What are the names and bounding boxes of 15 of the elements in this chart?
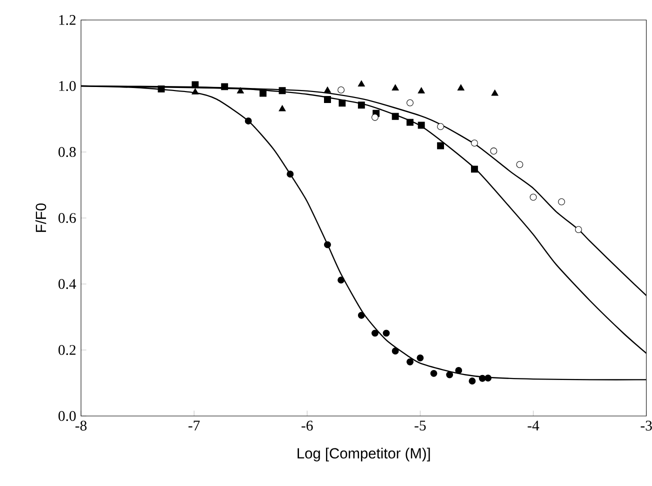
x-tick-label: -8 [75, 420, 87, 431]
x-tick-label: -5 [414, 420, 426, 430]
x-axis-title: Log [Competitor (M)] [298, 448, 430, 462]
x-tick-label: -6 [302, 420, 313, 431]
y-tick-label: 0.0 [58, 411, 76, 421]
y-tick-label: 0.8 [58, 147, 76, 157]
y-tick-label: 0.4 [58, 279, 76, 289]
y-tick-label: 0.6 [58, 213, 76, 223]
x-tick-label: -4 [528, 420, 540, 430]
y-tick-label: 1.2 [59, 15, 76, 25]
y-axis-title: F/F0 [35, 204, 46, 232]
y-tick-label: 1.0 [59, 81, 76, 91]
x-tick-label: -3 [640, 420, 652, 431]
x-tick-label: -7 [188, 420, 200, 430]
y-tick-label: 0.2 [58, 345, 76, 355]
